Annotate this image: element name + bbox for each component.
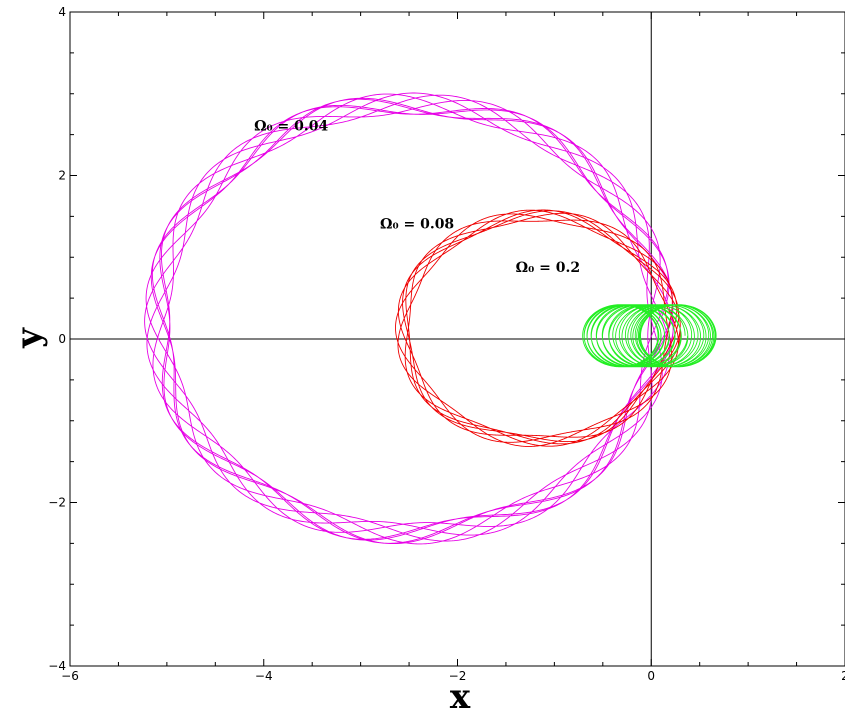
annotation-omega-0-2: Ω₀ = 0.2: [516, 260, 580, 276]
x-axis-title: x: [450, 677, 471, 710]
orbit-curves: [144, 92, 717, 545]
y-tick-label: −4: [48, 659, 66, 673]
x-tick-label: 2: [841, 669, 845, 683]
x-tick-label: −2: [449, 669, 467, 683]
y-tick-label: −2: [48, 496, 66, 510]
orbit-series-2: [582, 304, 717, 368]
annotation-omega-0-08: Ω₀ = 0.08: [380, 217, 454, 233]
y-tick-label: 2: [58, 169, 66, 183]
orbit-series-0: [144, 92, 674, 545]
axis-ticks: [69, 11, 845, 667]
y-tick-label: 0: [58, 332, 66, 346]
y-tick-label: 4: [58, 5, 66, 19]
x-tick-label: −6: [61, 669, 79, 683]
x-tick-label: −4: [255, 669, 273, 683]
annotation-omega-0-04: Ω₀ = 0.04: [254, 119, 328, 135]
y-axis-title: y: [9, 327, 49, 349]
x-tick-label: 0: [647, 669, 655, 683]
